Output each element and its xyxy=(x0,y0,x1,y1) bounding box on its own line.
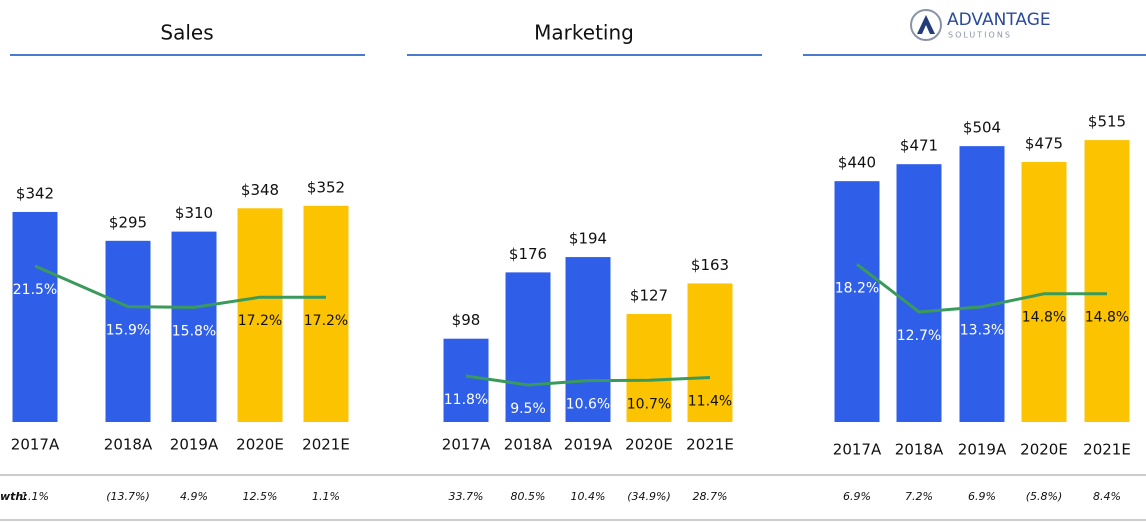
value-label: $515 xyxy=(1088,113,1126,131)
header-box xyxy=(10,10,365,55)
growth-value: 12.5% xyxy=(243,490,278,503)
x-tick-label: 2019A xyxy=(958,441,1007,459)
bar xyxy=(443,338,489,422)
logo: ADVANTAGE SOLUTIONS xyxy=(910,9,1051,41)
margin-label: 15.8% xyxy=(172,323,216,339)
x-tick-label: 2021E xyxy=(1083,441,1131,459)
bar xyxy=(505,272,551,422)
header-box xyxy=(407,10,762,55)
margin-line xyxy=(856,263,1107,314)
margin-label: 18.2% xyxy=(835,280,879,296)
growth-value: 6.9% xyxy=(968,490,996,503)
x-tick-label: 2020E xyxy=(1020,441,1068,459)
bar xyxy=(237,208,283,422)
logo-tagline: SOLUTIONS xyxy=(948,31,1012,40)
x-tick-label: 2019A xyxy=(564,436,613,454)
x-tick-label: 2017A xyxy=(11,436,60,454)
margin-label: 21.5% xyxy=(13,282,57,298)
x-tick-label: 2019A xyxy=(170,436,219,454)
chart-title: Sales xyxy=(160,21,213,45)
bar xyxy=(687,283,733,422)
growth-value: 1.1% xyxy=(312,490,340,503)
bar xyxy=(959,146,1005,422)
margin-label: 12.7% xyxy=(897,328,941,344)
bar xyxy=(105,240,151,422)
margin-label: 17.2% xyxy=(304,313,348,329)
x-tick-label: 2018A xyxy=(104,436,153,454)
chart-title: Marketing xyxy=(534,21,634,45)
margin-line xyxy=(465,374,711,387)
margin-label: 10.6% xyxy=(566,397,610,413)
margin-label: 15.9% xyxy=(106,323,150,339)
growth-value: 80.5% xyxy=(511,490,546,503)
growth-value: (13.7%) xyxy=(106,490,150,503)
value-label: $163 xyxy=(691,256,729,274)
growth-value: 7.2% xyxy=(905,490,933,503)
x-tick-label: 2017A xyxy=(833,441,882,459)
bar xyxy=(1021,162,1067,422)
bar xyxy=(834,181,880,422)
growth-value: 10.4% xyxy=(571,490,606,503)
margin-label: 14.8% xyxy=(1085,310,1129,326)
logo-name: ADVANTAGE xyxy=(947,10,1051,30)
value-label: $310 xyxy=(175,204,213,222)
value-label: $194 xyxy=(569,230,607,248)
growth-value: 28.7% xyxy=(693,490,728,503)
margin-line xyxy=(34,264,326,309)
margin-label: 11.4% xyxy=(688,394,732,410)
bar xyxy=(171,231,217,422)
value-label: $176 xyxy=(509,245,547,263)
margin-label: 9.5% xyxy=(510,401,546,417)
growth-value: 4.9% xyxy=(180,490,208,503)
growth-value: 8.4% xyxy=(1093,490,1121,503)
margin-label: 11.8% xyxy=(444,392,488,408)
logo-icon xyxy=(917,15,935,34)
x-tick-label: 2021E xyxy=(302,436,350,454)
x-tick-label: 2021E xyxy=(686,436,734,454)
value-label: $440 xyxy=(838,154,876,172)
growth-label: wth: xyxy=(0,490,28,503)
growth-value: 6.9% xyxy=(843,490,871,503)
bar xyxy=(1084,140,1130,422)
x-tick-label: 2020E xyxy=(236,436,284,454)
growth-value: (5.8%) xyxy=(1026,490,1063,503)
bar xyxy=(626,314,672,422)
bar xyxy=(12,211,58,422)
value-label: $98 xyxy=(452,311,481,329)
growth-value: 33.7% xyxy=(449,490,484,503)
value-label: $475 xyxy=(1025,135,1063,153)
bar xyxy=(896,164,942,423)
value-label: $504 xyxy=(963,119,1001,137)
value-label: $295 xyxy=(109,213,147,231)
value-label: $348 xyxy=(241,181,279,199)
value-label: $471 xyxy=(900,137,938,155)
bar xyxy=(565,257,611,422)
margin-label: 13.3% xyxy=(960,323,1004,339)
bar xyxy=(303,205,349,422)
x-tick-label: 2017A xyxy=(442,436,491,454)
x-tick-label: 2018A xyxy=(895,441,944,459)
margin-label: 14.8% xyxy=(1022,310,1066,326)
value-label: $342 xyxy=(16,184,54,202)
margin-label: 17.2% xyxy=(238,313,282,329)
value-label: $352 xyxy=(307,178,345,196)
margin-label: 10.7% xyxy=(627,396,671,412)
x-tick-label: 2018A xyxy=(504,436,553,454)
value-label: $127 xyxy=(630,287,668,305)
x-tick-label: 2020E xyxy=(625,436,673,454)
growth-value: 1.1% xyxy=(21,490,49,503)
growth-value: (34.9%) xyxy=(627,490,671,503)
